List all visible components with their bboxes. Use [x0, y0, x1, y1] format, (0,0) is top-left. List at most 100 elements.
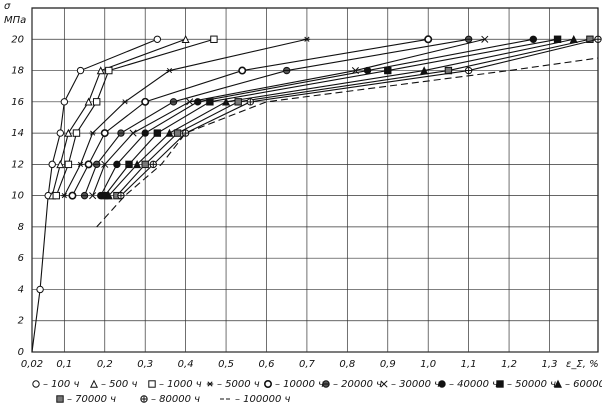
legend-item: – 10000 ч — [263, 379, 324, 390]
marker — [496, 380, 504, 388]
marker — [117, 192, 125, 200]
marker — [282, 66, 291, 75]
legend-item: – 100000 ч — [220, 394, 291, 405]
marker — [101, 160, 109, 168]
series-line — [55, 38, 215, 196]
marker — [186, 98, 194, 106]
marker — [68, 191, 77, 200]
marker — [481, 35, 489, 43]
marker — [56, 160, 65, 169]
marker — [464, 66, 473, 75]
x-tick-label: 1,2 — [501, 359, 517, 370]
marker — [89, 379, 99, 388]
series-line — [100, 38, 534, 196]
legend-label: – 100000 ч — [235, 394, 291, 405]
marker — [586, 35, 594, 43]
legend-item: – 60000 ч — [553, 379, 602, 390]
marker — [77, 161, 84, 167]
y-axis-label: σ — [4, 1, 11, 12]
marker — [84, 97, 93, 106]
legend-label: – 1000 ч — [159, 379, 202, 390]
x-tick-label: 0,8 — [339, 359, 355, 370]
marker — [165, 128, 174, 137]
legend-label: – 100 ч — [43, 379, 79, 390]
marker — [60, 98, 69, 106]
marker — [89, 130, 96, 136]
x-tick-label: 0,4 — [178, 359, 194, 370]
marker — [48, 160, 56, 169]
x-tick-label: 0,3 — [137, 359, 153, 370]
marker — [36, 285, 44, 294]
legend-label: – 70000 ч — [67, 394, 116, 405]
marker — [149, 160, 157, 168]
marker — [104, 191, 113, 200]
marker — [32, 380, 40, 388]
legend-item: – 100 ч — [32, 379, 79, 390]
marker — [96, 66, 105, 75]
marker — [594, 35, 602, 43]
marker — [121, 99, 129, 105]
marker — [206, 381, 214, 387]
marker — [56, 395, 64, 403]
marker — [464, 35, 473, 43]
legend-label: – 50000 ч — [507, 379, 556, 390]
x-tick-label: 1,3 — [542, 359, 558, 370]
legend-item: – 30000 ч — [380, 379, 440, 390]
x-tick-label: 0,9 — [380, 359, 396, 370]
y-tick-label: 6 — [18, 253, 24, 264]
marker — [322, 380, 330, 388]
marker — [363, 66, 372, 75]
marker — [303, 36, 311, 42]
marker — [100, 129, 109, 138]
marker — [80, 192, 89, 200]
marker — [222, 97, 231, 106]
legend-label: – 40000 ч — [449, 379, 498, 390]
x-tick-label: 1,1 — [461, 359, 477, 370]
marker — [438, 380, 446, 388]
y-tick-label: 12 — [11, 159, 24, 170]
legend-label: – 60000 ч — [565, 379, 602, 390]
series-line — [71, 38, 429, 196]
marker — [169, 98, 178, 106]
marker — [384, 66, 392, 75]
series-line — [104, 38, 558, 196]
marker — [263, 379, 272, 388]
marker — [64, 128, 73, 137]
marker — [553, 35, 562, 43]
marker — [140, 395, 148, 403]
marker — [153, 129, 162, 137]
marker — [113, 160, 121, 169]
x-tick-label: 0,1 — [56, 359, 72, 370]
legend-label: – 30000 ч — [391, 379, 440, 390]
marker — [105, 66, 113, 75]
marker — [553, 379, 563, 388]
marker — [206, 98, 214, 106]
marker — [76, 66, 85, 75]
series-line — [84, 38, 469, 196]
legend-label: – 500 ч — [101, 379, 137, 390]
y-tick-label: 4 — [18, 284, 24, 295]
x-tick-label: 0,2 — [97, 359, 113, 370]
marker — [141, 160, 149, 169]
series-line — [120, 38, 599, 197]
y-tick-label: 18 — [11, 66, 24, 77]
marker — [89, 192, 97, 200]
x-tick-label: 0,6 — [259, 359, 275, 370]
legend-item: – 5000 ч — [206, 379, 260, 390]
legend-item: – 40000 ч — [438, 379, 498, 390]
marker — [181, 34, 190, 43]
y-tick-label: 2 — [18, 316, 24, 327]
legend-item: – 500 ч — [89, 379, 137, 390]
marker — [529, 35, 538, 43]
legend-label: – 5000 ч — [217, 379, 260, 390]
marker — [52, 191, 60, 200]
x-tick-label: 0,5 — [218, 359, 234, 370]
marker — [133, 160, 142, 169]
marker — [56, 129, 64, 137]
marker — [153, 35, 162, 43]
marker — [234, 98, 242, 106]
marker — [64, 160, 73, 169]
y-tick-label: 20 — [11, 34, 24, 45]
x-tick-label: 0,7 — [299, 359, 316, 370]
